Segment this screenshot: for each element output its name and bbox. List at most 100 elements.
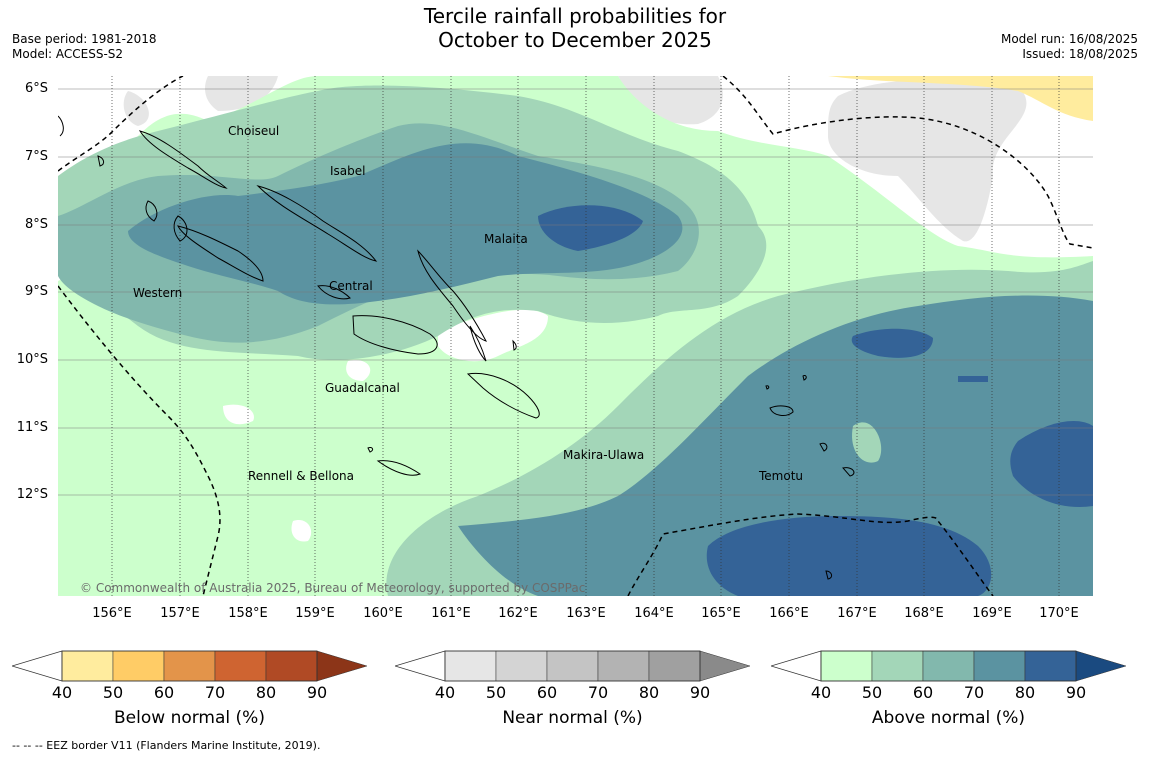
cb-above-frame (820, 650, 1077, 682)
cb-below-swatch-5 (265, 650, 318, 682)
island-malaita-south (469, 325, 487, 362)
lat-label-7s: 7°S (24, 149, 48, 164)
above-normal-60-70-south (458, 295, 1093, 596)
cb-below-swatch-2 (112, 650, 165, 682)
lon-label-161e: 161°E (431, 606, 471, 621)
region-label-western: Western (133, 286, 182, 300)
lon-label-158e: 158°E (228, 606, 268, 621)
issued-date: Issued: 18/08/2025 (1022, 47, 1138, 61)
title-line-2: October to December 2025 (438, 28, 712, 52)
model-run-date: Model run: 16/08/2025 (1000, 32, 1138, 46)
cb-near-tick-70: 70 (587, 683, 609, 702)
colorbar-above-normal-bar (769, 650, 1127, 682)
cb-below-swatch-3 (163, 650, 216, 682)
eez-borders (58, 76, 1093, 596)
cb-below-tick-60: 60 (153, 683, 175, 702)
island-new-georgia (177, 225, 264, 282)
cb-near-title: Near normal (%) (502, 708, 643, 728)
cb-above-tick-40: 40 (810, 683, 832, 702)
eez-footnote: -- -- -- EEZ border V11 (Flanders Marine… (12, 739, 321, 752)
colorbar-below-normal: 40 50 60 70 80 90 Below normal (%) (10, 650, 372, 740)
island-guadalcanal (352, 315, 438, 355)
colorbar-below-normal-bar (10, 650, 368, 682)
cb-below-title: Below normal (%) (114, 708, 265, 728)
cb-near-frame (444, 650, 701, 682)
lat-label-12s: 12°S (16, 487, 48, 502)
map-title: Tercile rainfall probabilities for Octob… (0, 4, 1150, 52)
lat-label-9s: 9°S (24, 284, 48, 299)
above-normal-80-90-small (958, 376, 988, 382)
cb-above-swatch-5 (1024, 650, 1077, 682)
cb-above-tick-60: 60 (912, 683, 934, 702)
cb-near-tick-50: 50 (485, 683, 507, 702)
cb-near-tick-60: 60 (536, 683, 558, 702)
lon-label-163e: 163°E (566, 606, 606, 621)
lon-label-167e: 167°E (837, 606, 877, 621)
cb-above-arrow-high (1075, 650, 1127, 682)
region-labels: Choiseul Isabel Malaita Western Central … (133, 124, 803, 483)
island-vanikoro (819, 442, 828, 452)
cb-above-tick-80: 80 (1014, 683, 1036, 702)
white-gap-2 (291, 520, 312, 542)
base-period: Base period: 1981-2018 (12, 32, 157, 46)
grey-patch-north (618, 76, 723, 125)
colorbar-above-normal: 40 50 60 70 80 90 Above normal (%) (769, 650, 1131, 740)
cb-near-swatch-1 (444, 650, 497, 682)
above-normal-80-90-south (706, 516, 992, 596)
lon-label-156e: 156°E (92, 606, 132, 621)
probability-map[interactable]: Choiseul Isabel Malaita Western Central … (58, 76, 1093, 596)
grey-patch-nw (205, 76, 278, 111)
lon-label-160e: 160°E (363, 606, 403, 621)
cb-above-arrow-low (769, 650, 822, 682)
cb-below-arrow-high (316, 650, 368, 682)
region-label-makira-ulawa: Makira-Ulawa (563, 448, 644, 462)
cb-near-arrow-high (699, 650, 751, 682)
lon-label-166e: 166°E (769, 606, 809, 621)
cb-above-title: Above normal (%) (871, 708, 1026, 728)
island-vella-lavella (145, 200, 158, 222)
lon-label-165e: 165°E (701, 606, 741, 621)
lat-label-10s: 10°S (16, 352, 48, 367)
region-label-choiseul: Choiseul (228, 124, 279, 138)
cb-near-tick-90: 90 (689, 683, 711, 702)
lon-label-162e: 162°E (498, 606, 538, 621)
island-isabel (256, 185, 378, 262)
cb-below-tick-50: 50 (102, 683, 124, 702)
map-canvas: Choiseul Isabel Malaita Western Central … (58, 76, 1093, 596)
island-bougainville (58, 115, 64, 137)
cb-above-tick-70: 70 (963, 683, 985, 702)
above-normal-80-90-far-east (1010, 421, 1093, 507)
cb-below-tick-80: 80 (255, 683, 277, 702)
island-kolombangara (173, 215, 188, 242)
base-info: Base period: 1981-2018 Model: ACCESS-S2 (12, 32, 157, 62)
island-ulawa (512, 339, 517, 351)
cb-near-swatch-3 (546, 650, 599, 682)
above-normal-80-90-malaita (538, 205, 643, 251)
grey-patch-east (828, 79, 1027, 242)
eez-border-se (627, 513, 994, 596)
island-vanuatu-north (825, 570, 833, 580)
run-info: Model run: 16/08/2025 Issued: 18/08/2025 (1001, 32, 1138, 62)
copyright-notice: © Commonwealth of Australia 2025, Bureau… (80, 581, 585, 595)
cb-below-frame (61, 650, 318, 682)
above-normal-50-60-spot (852, 422, 882, 463)
white-gap-1 (223, 404, 254, 425)
region-label-rennell-bellona: Rennell & Bellona (248, 469, 354, 483)
lon-label-164e: 164°E (634, 606, 674, 621)
region-label-temotu: Temotu (758, 469, 803, 483)
cb-near-swatch-5 (648, 650, 701, 682)
cb-above-swatch-3 (922, 650, 975, 682)
cb-below-swatch-1 (61, 650, 114, 682)
white-gap-3 (346, 360, 371, 381)
region-label-central: Central (329, 279, 373, 293)
cb-near-swatch-2 (495, 650, 548, 682)
cb-near-swatch-4 (597, 650, 650, 682)
lon-label-157e: 157°E (160, 606, 200, 621)
region-label-guadalcanal: Guadalcanal (325, 381, 400, 395)
cb-near-arrow-low (393, 650, 446, 682)
below-normal-area-ne (828, 76, 1093, 121)
region-label-isabel: Isabel (330, 164, 365, 178)
cb-below-swatch-4 (214, 650, 267, 682)
cb-below-tick-90: 90 (306, 683, 328, 702)
island-bellona (367, 447, 374, 453)
